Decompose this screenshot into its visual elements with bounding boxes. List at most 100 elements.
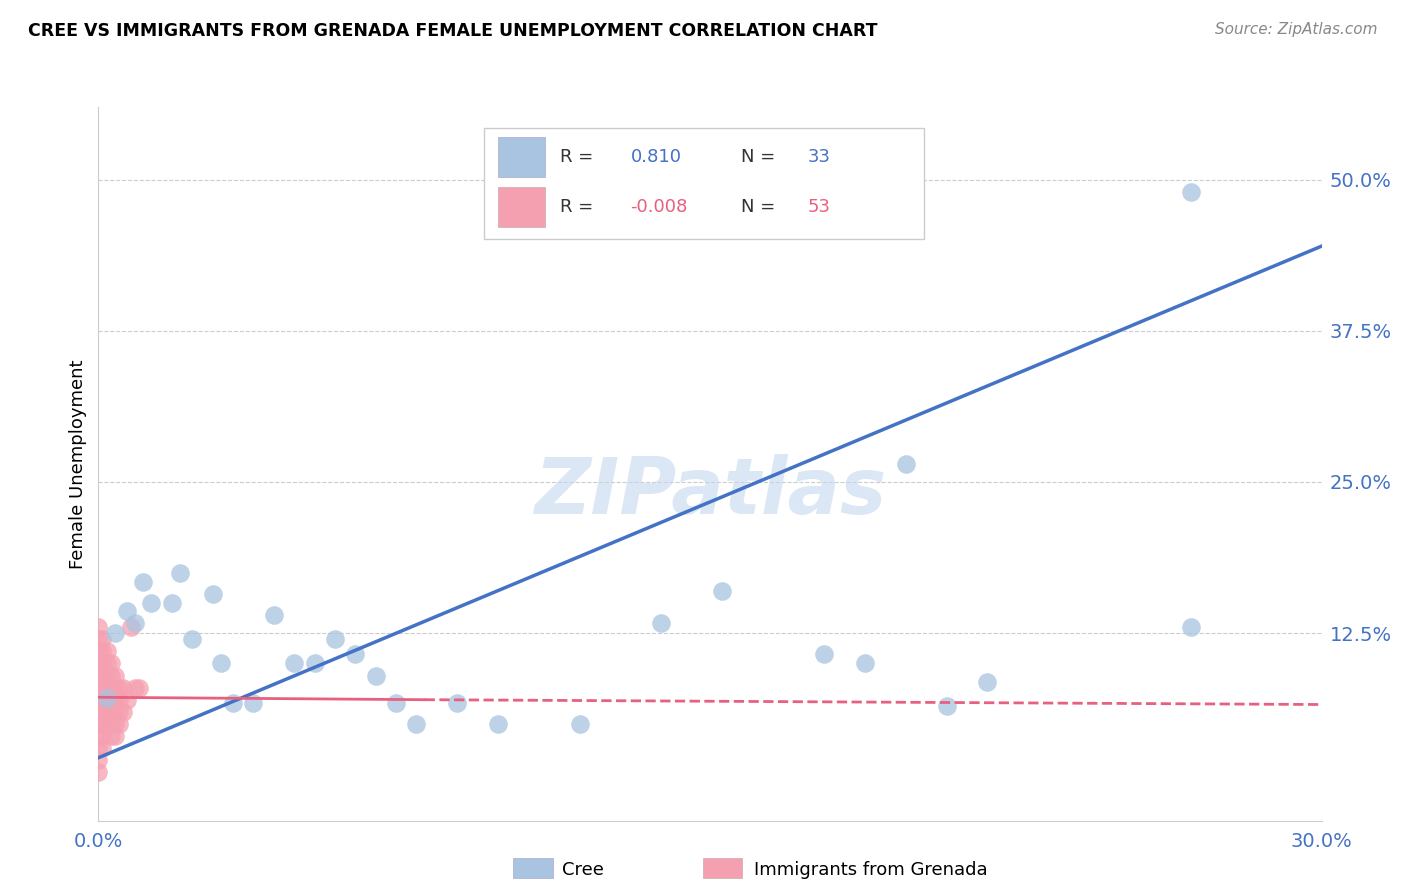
Point xyxy=(104,729,127,743)
Point xyxy=(304,657,326,671)
Point xyxy=(104,717,127,731)
Point xyxy=(91,717,114,731)
Point xyxy=(976,674,998,689)
Point xyxy=(894,457,917,471)
Point xyxy=(263,607,285,622)
Point xyxy=(91,657,114,671)
Point xyxy=(87,729,110,743)
Point xyxy=(124,681,146,695)
Point xyxy=(100,668,122,682)
Point xyxy=(104,626,127,640)
Point xyxy=(1180,185,1202,199)
Bar xyxy=(498,137,546,177)
Point xyxy=(100,717,122,731)
Text: R =: R = xyxy=(560,148,593,166)
Point xyxy=(209,657,232,671)
Point xyxy=(87,632,110,647)
Point xyxy=(650,616,672,631)
Point xyxy=(446,696,468,710)
Point xyxy=(364,668,387,682)
Point xyxy=(96,692,118,706)
FancyBboxPatch shape xyxy=(484,128,924,239)
Point xyxy=(108,681,131,695)
Point xyxy=(96,668,118,682)
Point xyxy=(96,644,118,658)
Point xyxy=(222,696,245,710)
Point xyxy=(87,705,110,719)
Point xyxy=(87,692,110,706)
Point xyxy=(87,753,110,767)
Y-axis label: Female Unemployment: Female Unemployment xyxy=(69,359,87,568)
Point xyxy=(169,566,191,580)
Point xyxy=(385,696,408,710)
Point xyxy=(124,616,146,631)
Point xyxy=(91,632,114,647)
Text: CREE VS IMMIGRANTS FROM GRENADA FEMALE UNEMPLOYMENT CORRELATION CHART: CREE VS IMMIGRANTS FROM GRENADA FEMALE U… xyxy=(28,22,877,40)
Text: Immigrants from Grenada: Immigrants from Grenada xyxy=(754,861,987,879)
Point xyxy=(91,668,114,682)
Text: 53: 53 xyxy=(808,198,831,216)
Point xyxy=(87,765,110,780)
Point xyxy=(108,717,131,731)
Point xyxy=(853,657,876,671)
Point xyxy=(104,692,127,706)
Point xyxy=(935,698,957,713)
Point xyxy=(91,705,114,719)
Point xyxy=(108,705,131,719)
Point xyxy=(87,644,110,658)
Point xyxy=(96,681,118,695)
Point xyxy=(115,692,138,706)
Point xyxy=(87,717,110,731)
Point xyxy=(96,705,118,719)
Point xyxy=(87,681,110,695)
Text: R =: R = xyxy=(560,198,593,216)
Point xyxy=(91,741,114,756)
Point xyxy=(87,741,110,756)
Point xyxy=(141,596,163,610)
Point xyxy=(100,692,122,706)
Text: ZIPatlas: ZIPatlas xyxy=(534,454,886,531)
Point xyxy=(283,657,305,671)
Point xyxy=(100,729,122,743)
Point xyxy=(96,691,118,706)
Point xyxy=(91,644,114,658)
Point xyxy=(104,681,127,695)
Point xyxy=(87,668,110,682)
Point xyxy=(104,705,127,719)
Point xyxy=(100,681,122,695)
Point xyxy=(486,717,509,731)
Point xyxy=(96,657,118,671)
Text: N =: N = xyxy=(741,198,775,216)
Point xyxy=(128,681,150,695)
Text: Source: ZipAtlas.com: Source: ZipAtlas.com xyxy=(1215,22,1378,37)
Point xyxy=(344,647,367,661)
Bar xyxy=(498,187,546,227)
Point xyxy=(568,717,591,731)
Point xyxy=(160,596,183,610)
Point xyxy=(120,620,142,634)
Text: Cree: Cree xyxy=(562,861,605,879)
Point xyxy=(201,587,224,601)
Point xyxy=(104,668,127,682)
Point xyxy=(96,717,118,731)
Text: N =: N = xyxy=(741,148,775,166)
Text: 33: 33 xyxy=(808,148,831,166)
Point xyxy=(91,692,114,706)
Point xyxy=(87,620,110,634)
Point xyxy=(813,647,835,661)
Point xyxy=(115,604,138,618)
Point xyxy=(181,632,204,647)
Text: -0.008: -0.008 xyxy=(630,198,688,216)
Point xyxy=(242,696,264,710)
Point xyxy=(711,583,734,598)
Point xyxy=(132,575,155,590)
Text: 0.810: 0.810 xyxy=(630,148,682,166)
Point xyxy=(87,657,110,671)
Point xyxy=(111,681,134,695)
Point xyxy=(91,729,114,743)
Point xyxy=(111,705,134,719)
Point xyxy=(405,717,427,731)
Point xyxy=(108,692,131,706)
Point xyxy=(100,705,122,719)
Point xyxy=(91,681,114,695)
